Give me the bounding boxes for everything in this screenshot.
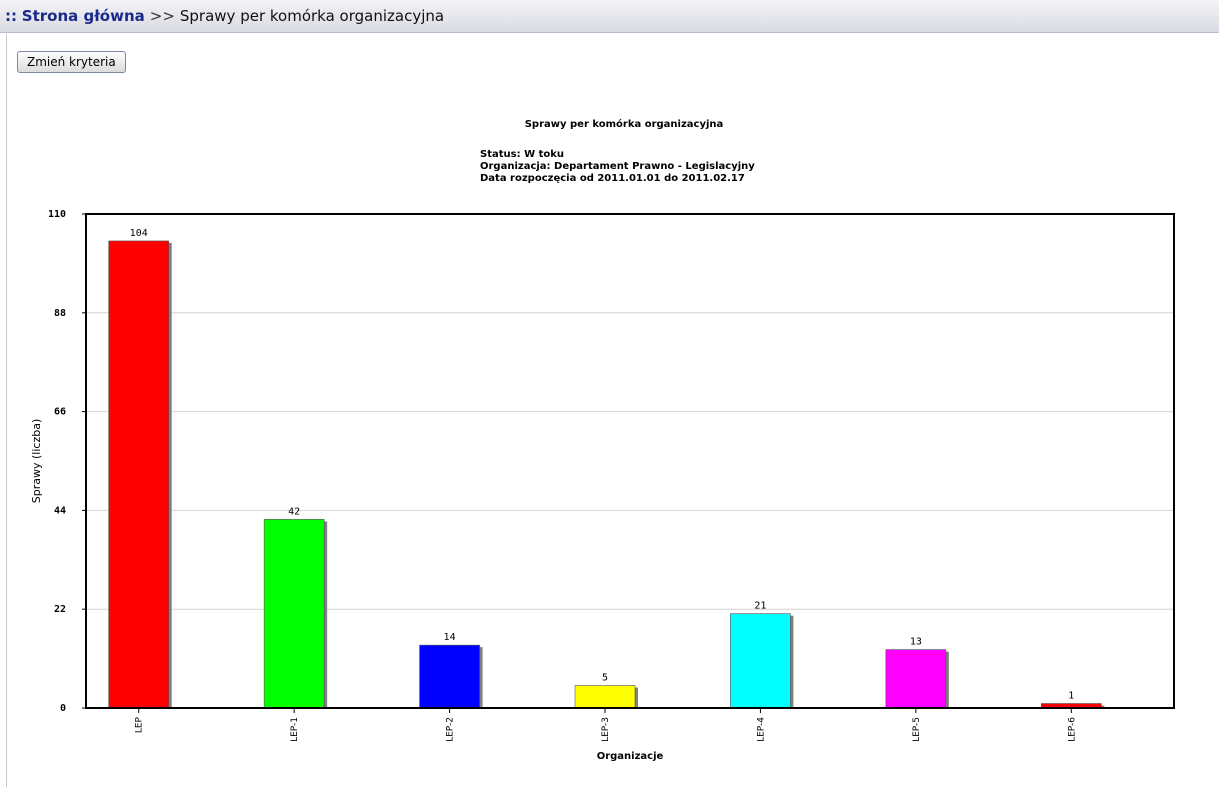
x-axis-label: Organizacje — [597, 751, 664, 762]
grid-lines — [86, 312, 1174, 610]
bar-lep-4 — [730, 613, 791, 709]
x-tick-label: LEP-4 — [756, 717, 766, 742]
bar-lep-1 — [263, 519, 325, 709]
x-tick-label: LEP-1 — [290, 717, 300, 742]
y-tick-label: 44 — [54, 505, 66, 516]
chart-subtitle-organization: Organizacja: Departament Prawno - Legisl… — [480, 161, 755, 172]
data-label: 1 — [1068, 691, 1074, 702]
x-tick-label: LEP-2 — [446, 717, 456, 742]
plot-frame — [85, 213, 1175, 709]
y-axis-ticks: 0 22 44 66 88 110 — [48, 209, 86, 714]
x-axis-ticks: LEP LEP-1 LEP-2 LEP-3 LEP-4 LEP-5 LEP-6 — [135, 708, 1077, 742]
change-criteria-button[interactable]: Zmień kryteria — [17, 51, 126, 73]
breadcrumb-separator: >> — [149, 7, 175, 25]
data-label: 21 — [754, 601, 766, 612]
bars: 104 42 14 5 21 13 1 — [108, 228, 1105, 709]
chart-title: Sprawy per komórka organizacyjna — [525, 118, 724, 130]
data-label: 5 — [602, 673, 608, 684]
y-tick-label: 88 — [54, 308, 66, 319]
bar-lep — [108, 240, 170, 709]
x-tick-label: LEP-6 — [1067, 717, 1077, 742]
breadcrumb-home-link[interactable]: Strona główna — [21, 7, 145, 25]
x-tick-label: LEP — [135, 716, 145, 733]
data-label: 104 — [130, 228, 148, 239]
y-tick-label: 0 — [60, 703, 66, 714]
breadcrumb-bar: :: Strona główna >> Sprawy per komórka org… — [0, 0, 1219, 33]
y-tick-label: 22 — [54, 604, 66, 615]
x-tick-label: LEP-5 — [912, 717, 922, 742]
y-axis-label: Sprawy (liczba) — [30, 419, 43, 503]
chart-subtitle-date-range: Data rozpoczęcia od 2011.01.01 do 2011.0… — [480, 173, 745, 184]
y-tick-label: 66 — [54, 407, 66, 418]
breadcrumb-prefix: :: — [5, 7, 17, 25]
y-tick-label: 110 — [48, 209, 66, 220]
x-tick-label: LEP-3 — [601, 717, 611, 742]
data-label: 13 — [910, 637, 922, 648]
data-label: 42 — [288, 506, 300, 517]
chart-subtitle-status: Status: W toku — [480, 149, 564, 160]
bar-lep-5 — [885, 649, 947, 709]
page-title: Sprawy per komórka organizacyjna — [179, 7, 445, 25]
bar-lep-2 — [419, 644, 480, 709]
data-label: 14 — [444, 632, 456, 643]
bar-lep-3 — [574, 685, 636, 709]
content-left-border — [6, 34, 7, 787]
